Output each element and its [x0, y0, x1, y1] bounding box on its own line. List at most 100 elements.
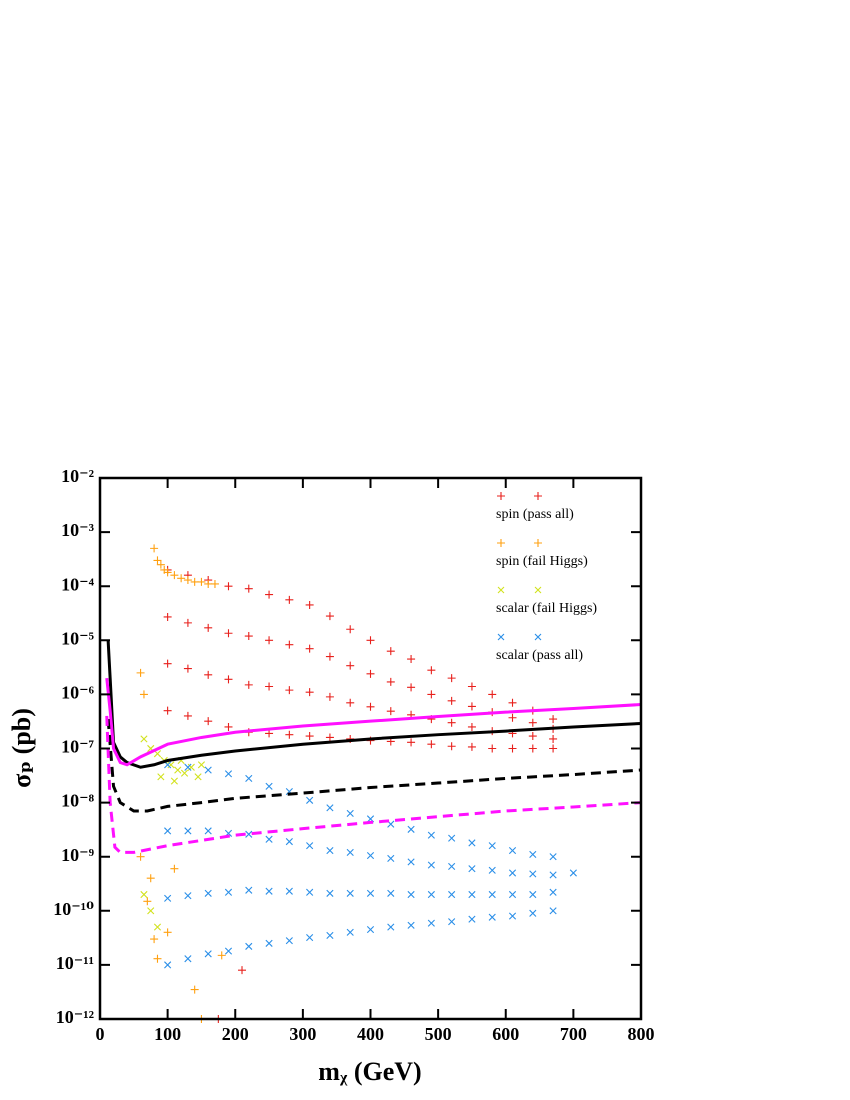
- data-point: [529, 870, 537, 878]
- data-point: [285, 887, 293, 895]
- data-point: [285, 937, 293, 945]
- data-point: [265, 835, 273, 843]
- data-point: [407, 858, 415, 866]
- y-tick-label: 10⁻⁷: [61, 737, 95, 757]
- data-point: [164, 827, 172, 835]
- data-point: [224, 947, 233, 955]
- data-point: [427, 690, 436, 699]
- data-point: [183, 711, 192, 720]
- legend-label: spin (fail Higgs): [496, 554, 588, 569]
- data-point: [183, 664, 192, 673]
- data-point: [326, 846, 334, 855]
- data-point: [346, 698, 355, 707]
- data-point: [184, 763, 192, 771]
- x-tick-label: 200: [222, 1024, 249, 1044]
- data-point: [488, 866, 496, 874]
- data-point: [569, 869, 577, 877]
- data-point: [529, 909, 537, 917]
- data-point: [346, 928, 354, 936]
- data-point: [265, 682, 274, 691]
- data-point: [508, 890, 517, 899]
- data-point: [150, 935, 159, 944]
- data-point: [549, 888, 557, 896]
- data-point: [529, 850, 537, 859]
- data-point: [508, 698, 517, 707]
- data-point: [224, 888, 233, 896]
- y-tick-label: 10⁻⁸: [61, 791, 95, 811]
- data-point: [306, 933, 314, 942]
- x-tick-label: 600: [492, 1024, 519, 1044]
- data-point: [427, 919, 435, 927]
- data-point: [407, 890, 415, 899]
- data-point: [224, 582, 233, 591]
- data-point: [488, 913, 496, 921]
- data-point: [387, 923, 395, 931]
- data-point: [508, 846, 517, 855]
- legend-marker: [534, 633, 542, 641]
- data-point: [326, 931, 334, 940]
- y-tick-label: 10⁻⁶: [61, 683, 95, 703]
- data-point: [407, 738, 416, 747]
- data-point: [163, 568, 172, 577]
- data-point: [167, 761, 175, 769]
- data-point: [204, 889, 212, 897]
- data-point: [204, 579, 213, 588]
- data-point: [183, 576, 192, 585]
- data-point: [164, 894, 172, 902]
- x-tick-label: 500: [425, 1024, 452, 1044]
- data-point: [177, 574, 186, 583]
- data-point: [346, 889, 354, 897]
- x-tick-label: 800: [628, 1024, 655, 1044]
- data-point: [157, 773, 165, 781]
- data-point: [197, 577, 206, 586]
- legend-marker: [497, 492, 505, 500]
- legend-marker: [497, 586, 505, 594]
- data-point: [427, 890, 435, 899]
- data-point: [285, 838, 293, 846]
- data-point: [346, 848, 354, 857]
- data-point: [387, 854, 395, 862]
- data-point: [244, 584, 253, 593]
- data-point: [346, 661, 355, 670]
- data-point: [427, 861, 435, 869]
- data-point: [147, 907, 155, 915]
- data-point: [174, 766, 182, 774]
- data-point: [386, 677, 395, 686]
- data-point: [387, 889, 395, 897]
- y-tick-label: 10⁻¹²: [56, 1007, 94, 1027]
- data-point: [150, 544, 159, 553]
- data-point: [447, 718, 456, 727]
- data-point: [224, 722, 233, 731]
- y-tick-label: 10⁻⁵: [61, 628, 95, 648]
- data-point: [170, 864, 179, 873]
- data-point: [467, 742, 476, 751]
- data-point: [549, 853, 557, 861]
- data-point: [190, 985, 199, 994]
- data-point: [210, 579, 219, 588]
- data-point: [204, 950, 212, 958]
- data-point: [325, 692, 334, 701]
- data-point: [467, 682, 476, 691]
- data-point: [183, 618, 192, 627]
- data-point: [407, 825, 415, 833]
- data-point: [467, 722, 476, 731]
- data-point: [140, 890, 148, 899]
- data-point: [163, 928, 172, 937]
- data-point: [224, 770, 233, 778]
- data-point: [194, 773, 202, 781]
- data-point: [468, 890, 476, 899]
- x-axis-title: mᵪ (GeV): [318, 1057, 421, 1086]
- data-point: [244, 632, 253, 641]
- data-point: [224, 675, 233, 684]
- data-point: [305, 644, 314, 653]
- data-point: [386, 647, 395, 656]
- data-point: [549, 715, 558, 724]
- data-point: [265, 939, 273, 947]
- data-point: [549, 907, 557, 915]
- legend-label: scalar (pass all): [496, 648, 583, 663]
- x-tick-label: 400: [357, 1024, 384, 1044]
- y-axis-title: σₚ (pb): [7, 708, 36, 788]
- data-point: [488, 890, 496, 899]
- legend-marker: [534, 539, 542, 547]
- data-point: [448, 918, 456, 926]
